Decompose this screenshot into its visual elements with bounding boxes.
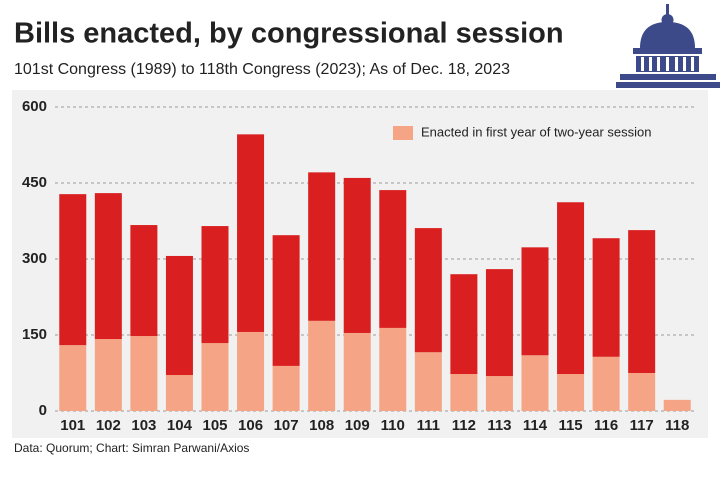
x-tick-label: 110	[381, 417, 405, 434]
chart-subtitle: 101st Congress (1989) to 118th Congress …	[14, 61, 510, 78]
y-tick-label: 0	[39, 402, 47, 419]
chart-title: Bills enacted, by congressional session	[14, 18, 564, 50]
bar-segment	[557, 374, 585, 411]
x-tick-label: 115	[558, 417, 582, 434]
bar-segment	[450, 374, 478, 411]
bar-segment	[379, 327, 407, 411]
bar-segment	[59, 194, 87, 346]
bar-segment	[379, 190, 407, 328]
bar-segment	[343, 332, 371, 411]
legend-label: Enacted in first year of two-year sessio…	[421, 124, 652, 139]
bar-segment	[201, 226, 229, 344]
bar-segment	[272, 365, 300, 411]
bar-segment	[308, 320, 336, 411]
bar-segment	[521, 355, 549, 411]
bar-segment	[628, 373, 656, 411]
bar-segment	[663, 399, 691, 411]
x-tick-label: 108	[309, 417, 334, 434]
x-tick-label: 105	[202, 417, 227, 434]
y-tick-label: 300	[22, 250, 47, 267]
y-tick-label: 150	[22, 326, 47, 343]
bar-segment	[592, 356, 620, 411]
bar-segment	[343, 177, 371, 333]
bar-segment	[237, 331, 265, 411]
bar-segment	[59, 345, 87, 411]
bar-segment	[130, 336, 158, 411]
bar-segment	[94, 193, 122, 340]
x-tick-label: 104	[167, 417, 193, 434]
x-tick-label: 107	[274, 417, 299, 434]
bar-segment	[94, 339, 122, 411]
x-tick-label: 117	[630, 417, 654, 434]
x-tick-label: 116	[594, 417, 618, 434]
legend-swatch	[393, 126, 413, 140]
bar-segment	[557, 202, 585, 375]
bar-segment	[201, 343, 229, 411]
bar-segment	[450, 274, 478, 375]
source: Data: Quorum; Chart: Simran Parwani/Axio…	[14, 441, 249, 455]
x-tick-label: 109	[345, 417, 370, 434]
bar-segment	[414, 228, 442, 353]
bar-segment	[165, 255, 193, 376]
x-tick-label: 114	[523, 417, 548, 434]
bar-segment	[485, 269, 513, 377]
x-tick-label: 111	[417, 417, 440, 434]
x-tick-label: 112	[452, 417, 476, 434]
x-tick-label: 118	[665, 417, 689, 434]
bar-segment	[308, 172, 336, 321]
bar-segment	[165, 375, 193, 411]
x-tick-label: 113	[487, 417, 511, 434]
x-tick-label: 103	[131, 417, 156, 434]
x-tick-label: 102	[96, 417, 121, 434]
bar-segment	[628, 230, 656, 373]
x-tick-label: 106	[238, 417, 263, 434]
bar-segment	[521, 247, 549, 356]
bar-segment	[414, 352, 442, 411]
bar-segment	[130, 225, 158, 337]
bar-segment	[272, 235, 300, 366]
bar-segment	[237, 134, 265, 332]
x-tick-label: 101	[60, 417, 85, 434]
bar-segment	[592, 238, 620, 357]
y-tick-label: 600	[22, 98, 47, 115]
bar-segment	[485, 376, 513, 411]
y-tick-label: 450	[22, 174, 47, 191]
